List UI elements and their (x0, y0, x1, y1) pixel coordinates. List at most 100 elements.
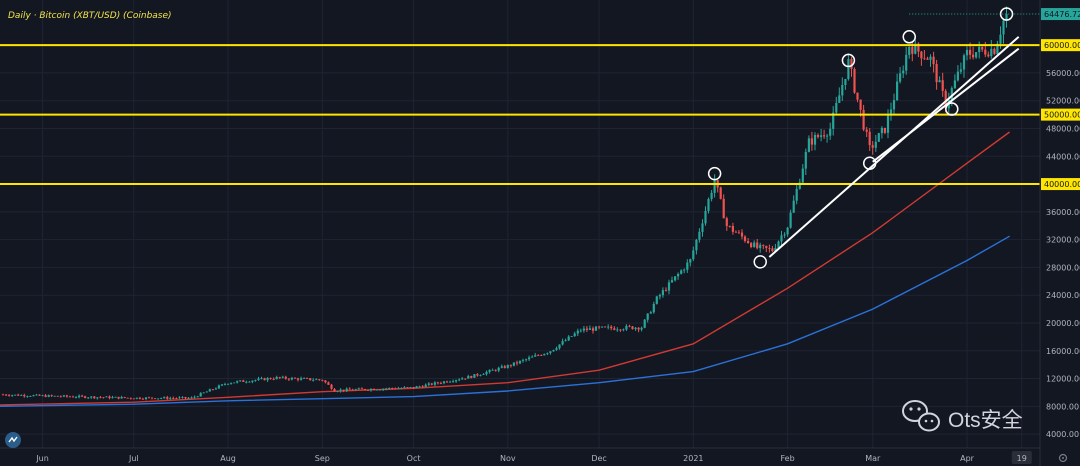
candle-body (306, 378, 309, 379)
candle-body (652, 304, 655, 313)
candle-body (363, 389, 366, 390)
candle-body (458, 379, 461, 381)
moving-average-line-2 (0, 235, 1010, 407)
candle-body (713, 180, 716, 193)
time-tick-label: Aug (220, 454, 236, 463)
candle-body (105, 396, 108, 398)
candle-body (126, 397, 129, 399)
candle-body (488, 369, 491, 372)
watermark-text: Ots安全 (948, 409, 1023, 432)
price-tick-label: 24000.00 (1046, 291, 1080, 300)
candle-body (576, 330, 579, 334)
candle-body (956, 71, 959, 81)
candle-body (135, 397, 138, 399)
candle-body (686, 262, 689, 270)
candle-body (357, 388, 360, 390)
candle-body (272, 379, 275, 380)
moving-averages (0, 131, 1011, 407)
candle-body (184, 397, 187, 399)
price-tick-label: 16000.00 (1046, 347, 1080, 356)
circled-point-2 (753, 255, 767, 269)
chart-title: Daily · Bitcoin (XBT/USD) (Coinbase) (8, 11, 172, 21)
candle-body (129, 397, 132, 399)
candle-body (789, 212, 792, 228)
horizontal-levels[interactable] (0, 44, 1040, 186)
candle-body (908, 47, 911, 55)
candle-body (935, 64, 938, 83)
candle-body (965, 49, 969, 56)
candle-body (604, 326, 607, 328)
candle-body (981, 46, 984, 50)
price-tick-label: 44000.00 (1046, 152, 1080, 161)
circled-points (707, 7, 1040, 269)
candle-body (303, 378, 306, 379)
circled-point-1 (707, 166, 722, 181)
candle-body (987, 54, 990, 57)
candle-body (409, 387, 412, 388)
candle-body (211, 389, 214, 391)
candle-body (874, 141, 877, 148)
level-price-tag-label: 50000.00 (1044, 111, 1080, 120)
candle-body (132, 398, 135, 400)
candle-body (941, 80, 944, 91)
price-axis[interactable]: 4000.00 8000.00 12000.00 16000.00 20000.00 24… (1039, 0, 1080, 466)
candle-body (233, 382, 236, 384)
candle-body (327, 382, 330, 385)
candle-body (421, 386, 424, 388)
candle-body (345, 388, 348, 391)
candle-body (251, 380, 254, 382)
candle-body (330, 384, 333, 389)
candle-body (588, 328, 591, 330)
candle-body (798, 182, 801, 189)
candle-body (880, 127, 883, 134)
candle-body (984, 49, 987, 55)
candle-body (558, 344, 561, 349)
candle-body (853, 69, 856, 93)
settings-gear-icon[interactable] (1058, 453, 1068, 463)
candle-body (333, 389, 336, 392)
candle-body (616, 329, 619, 331)
candle-body (993, 48, 996, 54)
candle-body (315, 379, 318, 381)
time-axis[interactable]: Jun Jul Aug Sep Oct Nov Dec 2021 Feb Mar Apr 19 (0, 447, 1040, 464)
candle-body (591, 328, 595, 331)
candle-body (467, 376, 470, 379)
candle-body (5, 394, 8, 396)
candle-body (388, 388, 391, 389)
candle-body (695, 239, 698, 251)
candle-body (844, 79, 847, 85)
candle-body (534, 355, 537, 357)
candle-body (449, 381, 452, 383)
candle-body (567, 336, 570, 341)
candle-body (570, 336, 573, 337)
candle-body (123, 397, 126, 398)
candle-body (658, 295, 661, 297)
trendlines[interactable] (768, 36, 1020, 258)
candle-body (959, 69, 962, 72)
candle-body (111, 397, 114, 399)
candle-body (96, 397, 99, 399)
candle-body (108, 396, 111, 399)
candle-body (944, 90, 947, 109)
candle-body (889, 109, 893, 115)
candle-body (877, 133, 880, 142)
candle-body (293, 377, 297, 379)
candle-body (68, 396, 71, 398)
price-tick-label: 12000.00 (1046, 375, 1080, 384)
candle-body (372, 389, 376, 390)
candle-body (512, 362, 515, 366)
candle-body (169, 398, 172, 399)
candle-body (607, 326, 610, 328)
tradingview-logo-icon[interactable] (5, 432, 21, 448)
candle-body (996, 43, 999, 54)
candle-body (147, 397, 151, 399)
candle-body (637, 327, 640, 330)
candle-body (725, 218, 728, 226)
candle-body (573, 333, 576, 337)
candle-body (254, 380, 257, 381)
candle-body (619, 329, 622, 331)
candle-body (628, 325, 631, 327)
candle-body (114, 396, 117, 398)
candle-body (424, 384, 427, 387)
